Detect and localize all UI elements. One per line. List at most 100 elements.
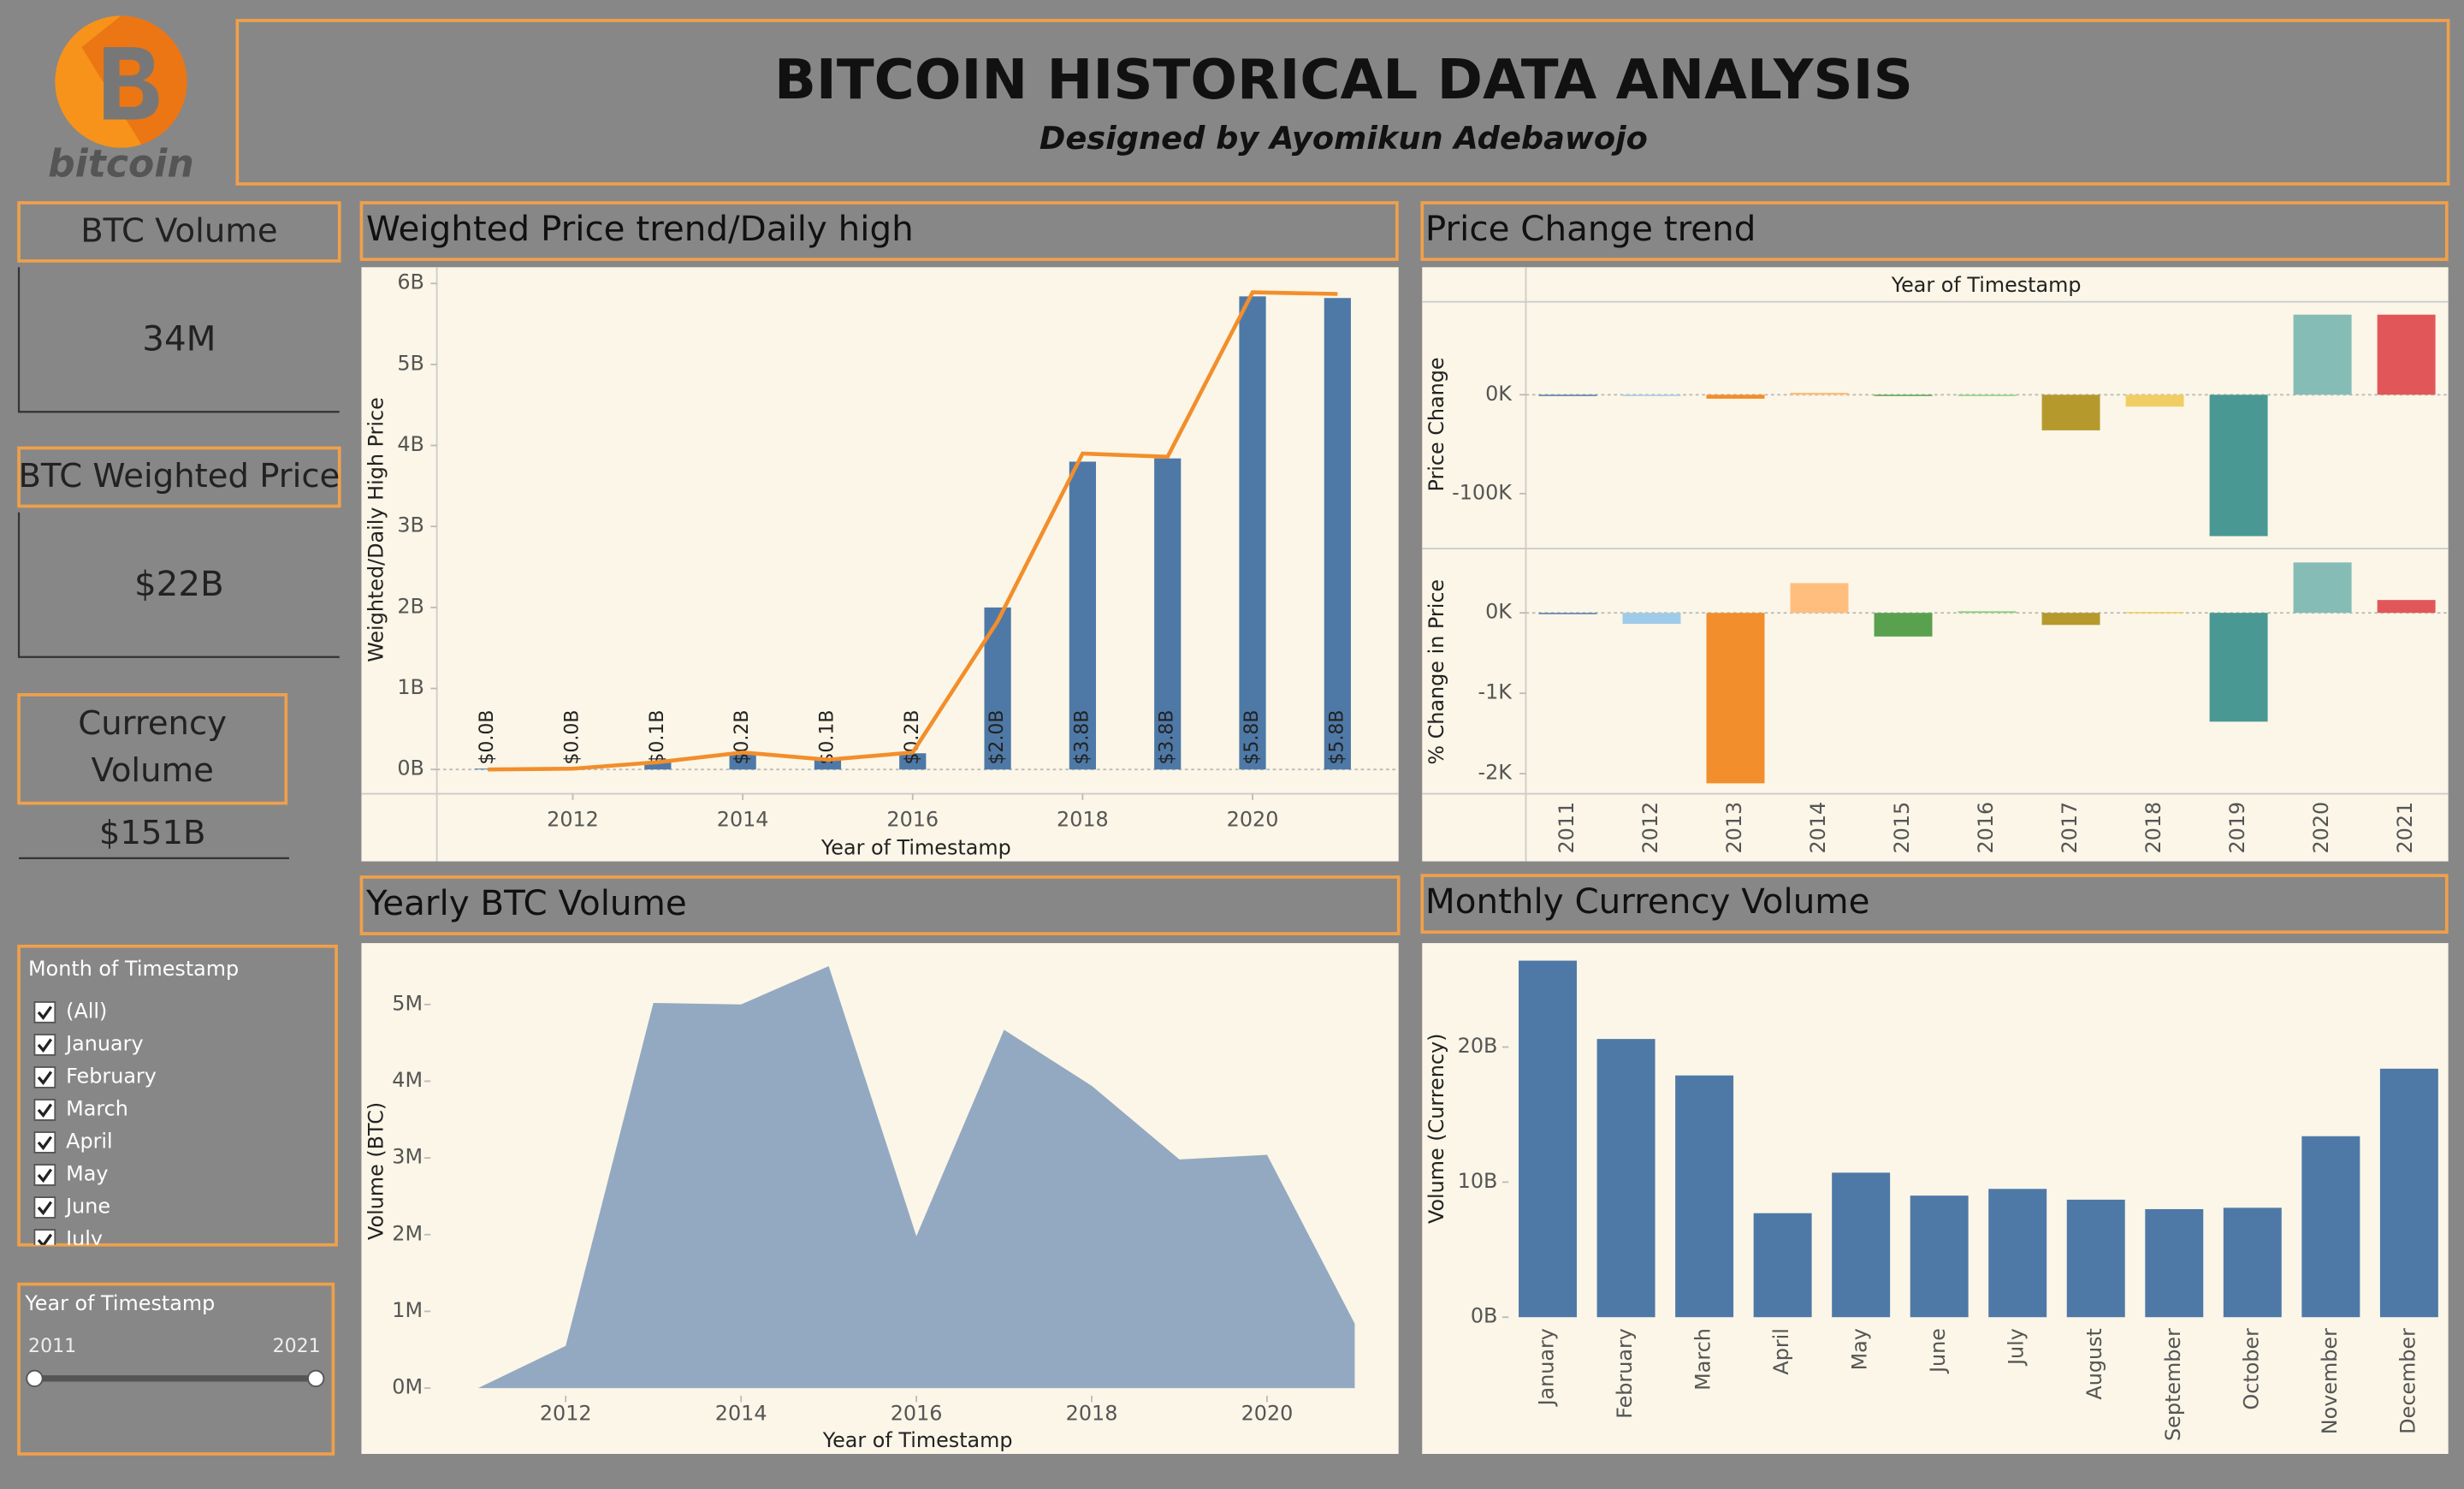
- bar: [814, 759, 842, 770]
- bar: [1874, 613, 1933, 637]
- bar: [2041, 613, 2100, 626]
- x-tick-label: July: [2005, 1328, 2029, 1367]
- slider-max: 2021: [273, 1336, 321, 1357]
- filter-check: [37, 1201, 53, 1216]
- filter-check: [37, 1038, 53, 1053]
- y-tick-label: -2K: [1478, 761, 1513, 785]
- x-tick-label: 2014: [1806, 802, 1830, 854]
- slider-box: [17, 1282, 335, 1456]
- filter-checkbox[interactable]: [33, 1099, 56, 1121]
- bar: [1324, 298, 1351, 770]
- x-tick-label: 2017: [2058, 802, 2082, 854]
- x-tick-label: 2016: [891, 1402, 943, 1426]
- bar: [2377, 600, 2436, 614]
- bar: [1154, 458, 1182, 770]
- filter-item: June: [64, 1195, 110, 1219]
- x-tick-label: 2019: [2225, 802, 2249, 854]
- filter-checkbox[interactable]: [33, 1196, 56, 1219]
- x-tick-label: February: [1613, 1328, 1637, 1419]
- filter-item: May: [66, 1161, 108, 1185]
- bar: [1675, 1075, 1734, 1318]
- x-tick-label: November: [2318, 1328, 2342, 1434]
- y-tick-label: 5B: [397, 351, 424, 375]
- bar: [2293, 562, 2352, 614]
- bar: [1069, 461, 1097, 770]
- y-tick-label: -100K: [1452, 480, 1513, 504]
- x-tick-label: May: [1848, 1328, 1872, 1370]
- data-label: $3.8B: [1071, 710, 1093, 765]
- chart-title: Weighted Price trend/Daily high: [366, 208, 914, 249]
- slider-handle[interactable]: [26, 1369, 44, 1387]
- x-tick-label: 2018: [1057, 807, 1109, 831]
- y-tick-label: 6B: [397, 270, 424, 294]
- y-axis-title: Weighted/Daily High Price: [364, 397, 388, 662]
- bar: [1988, 1189, 2047, 1318]
- filter-checkbox[interactable]: [33, 1164, 56, 1186]
- x-tick-label: January: [1535, 1328, 1559, 1407]
- y-axis-title: Volume (BTC): [364, 1102, 388, 1240]
- line: [488, 290, 1338, 772]
- y-tick-label: 0K: [1485, 600, 1513, 624]
- filter-item: April: [66, 1129, 113, 1153]
- filter-item: January: [64, 1031, 143, 1055]
- y-tick-label: 10B: [1458, 1169, 1498, 1193]
- header-title: BITCOIN HISTORICAL DATA ANALYSIS: [774, 48, 1913, 112]
- filter-check: [37, 1168, 53, 1183]
- bar: [1519, 960, 1578, 1318]
- bar: [1706, 613, 1765, 784]
- chart-title: Price Change trend: [1425, 208, 1756, 249]
- filter-item: July: [64, 1227, 103, 1251]
- x-tick-label: 2020: [1227, 807, 1279, 831]
- filter-checkbox[interactable]: [33, 1066, 56, 1089]
- data-label: $0.0B: [562, 710, 583, 765]
- x-tick-label: August: [2082, 1328, 2106, 1399]
- x-tick-label: 2014: [715, 1402, 767, 1426]
- x-tick-label: 2014: [717, 807, 769, 831]
- filter-checkbox[interactable]: [33, 1001, 56, 1023]
- y-tick-label: 4M: [392, 1068, 423, 1092]
- y-tick-label: -1K: [1478, 680, 1513, 704]
- x-tick-label: March: [1691, 1328, 1715, 1391]
- y-tick-label: 0M: [392, 1375, 423, 1399]
- chart-panel: [1422, 267, 2449, 862]
- bar: [2293, 314, 2352, 395]
- y-tick-label: 2B: [397, 594, 424, 618]
- y-tick-label: 3B: [397, 513, 424, 537]
- logo-mark: [104, 47, 159, 120]
- kpi-label-box: [17, 446, 341, 508]
- data-label: $0.2B: [902, 710, 923, 765]
- x-axis-title: Year of Timestamp: [820, 835, 1011, 859]
- x-tick-label: 2016: [1974, 802, 1998, 854]
- chart-title-box: [1420, 201, 2449, 261]
- y-tick-label: 2M: [392, 1221, 423, 1245]
- filter-item: (All): [66, 999, 107, 1023]
- kpi-value: $151B: [99, 814, 206, 852]
- bar: [2377, 314, 2436, 395]
- y-tick-label: 1M: [392, 1298, 423, 1322]
- bar: [2066, 1199, 2125, 1318]
- y-tick-label: 4B: [397, 432, 424, 456]
- x-tick-label: 2012: [1638, 802, 1662, 854]
- slider-handle[interactable]: [307, 1369, 325, 1387]
- y-tick-label: 1B: [397, 675, 424, 699]
- y-axis-title: % Change in Price: [1424, 579, 1448, 765]
- bar: [1910, 1195, 1969, 1318]
- y-tick-label: 3M: [392, 1145, 423, 1169]
- filter-checkbox[interactable]: [33, 1131, 56, 1154]
- x-tick-label: October: [2239, 1328, 2263, 1410]
- x-tick-label: 2013: [1722, 802, 1746, 854]
- kpi-frame: [17, 267, 340, 413]
- bar: [1958, 611, 2017, 614]
- filter-checkbox[interactable]: [33, 1034, 56, 1056]
- bar: [1706, 394, 1765, 399]
- data-label: $3.8B: [1157, 710, 1178, 765]
- x-tick-label: 2012: [540, 1402, 592, 1426]
- bar: [2209, 613, 2268, 722]
- bar: [2209, 394, 2268, 537]
- filter-check: [37, 1136, 53, 1151]
- bar: [1790, 583, 1849, 614]
- header-subtitle: Designed by Ayomikun Adebawojo: [1040, 120, 1648, 157]
- x-tick-label: June: [1926, 1328, 1950, 1374]
- bar: [1790, 392, 1849, 395]
